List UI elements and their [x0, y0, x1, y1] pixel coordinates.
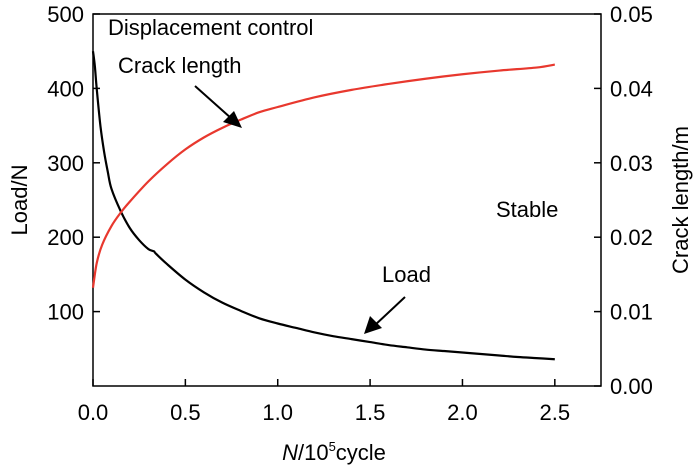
y-right-tick-label: 0.02 — [610, 225, 653, 250]
y-right-tick-label: 0.05 — [610, 2, 653, 27]
y-left-tick-label: 400 — [47, 76, 84, 101]
stable-annotation: Stable — [496, 197, 558, 222]
x-axis-title-suffix: cycle — [336, 440, 386, 465]
x-axis-title-prefix: /10 — [298, 440, 329, 465]
crack-length-arrow — [194, 85, 242, 128]
y-right-tick-label: 0.01 — [610, 300, 653, 325]
y-left-tick-label: 100 — [47, 300, 84, 325]
mode-annotation: Displacement control — [108, 15, 313, 40]
right-y-axis: 0.00 0.01 0.02 0.03 0.04 0.05 — [594, 2, 653, 399]
series-layer — [91, 51, 556, 361]
x-axis: 0.0 0.5 1.0 1.5 2.0 2.5 — [78, 379, 570, 425]
y-left-tick-label: 500 — [47, 2, 84, 27]
y-left-tick-label: 200 — [47, 225, 84, 250]
x-axis-title: N/105cycle — [282, 439, 386, 465]
plot-frame — [92, 13, 602, 387]
x-axis-title-italic: N — [282, 440, 298, 465]
load-annotation: Load — [382, 262, 431, 287]
x-tick-label: 2.0 — [447, 400, 478, 425]
crack-length-series-line — [91, 63, 556, 288]
y-right-tick-label: 0.03 — [610, 151, 653, 176]
y-left-tick-label: 300 — [47, 151, 84, 176]
x-axis-title-sup: 5 — [329, 439, 336, 454]
x-tick-label: 2.5 — [540, 400, 571, 425]
y-axis-left-title: Load/N — [7, 165, 32, 236]
x-tick-label: 1.0 — [262, 400, 293, 425]
crack-length-annotation: Crack length — [118, 53, 242, 78]
y-axis-right-title: Crack length/m — [668, 126, 693, 274]
x-tick-label: 0.5 — [170, 400, 201, 425]
load-arrow — [364, 296, 406, 334]
x-tick-label: 0.0 — [78, 400, 109, 425]
x-tick-label: 1.5 — [355, 400, 386, 425]
load-series-line — [91, 51, 555, 361]
left-y-axis: 100 200 300 400 500 — [47, 2, 100, 325]
y-right-tick-label: 0.04 — [610, 76, 653, 101]
y-right-tick-label: 0.00 — [610, 374, 653, 399]
